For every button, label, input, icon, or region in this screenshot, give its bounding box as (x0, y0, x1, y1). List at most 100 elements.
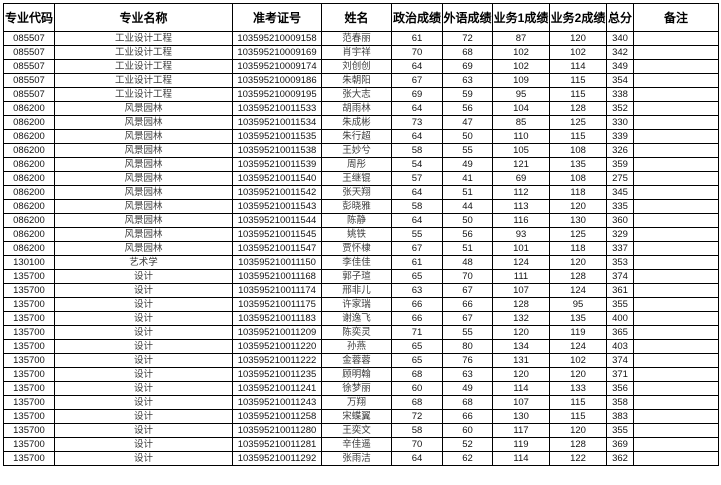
cell-remark (633, 115, 719, 130)
cell-major_code: 135700 (3, 395, 55, 410)
table-body: 085507 工业设计工程 103595210009158 范春丽 61 72 87 120 3… (3, 31, 719, 466)
cell-major1: 111 (492, 269, 550, 284)
cell-politics: 64 (391, 213, 443, 228)
cell-politics: 64 (391, 129, 443, 144)
cell-ticket_no: 103595210011535 (232, 129, 322, 144)
cell-remark (633, 325, 719, 340)
cell-foreign_lang: 55 (442, 325, 493, 340)
cell-major_code: 135700 (3, 283, 55, 298)
cell-foreign_lang: 56 (442, 227, 493, 242)
cell-major2: 108 (549, 171, 607, 186)
cell-name: 周彤 (321, 157, 392, 172)
cell-total: 355 (606, 297, 634, 312)
cell-major_code: 135700 (3, 297, 55, 312)
cell-foreign_lang: 44 (442, 199, 493, 214)
cell-politics: 66 (391, 311, 443, 326)
cell-name: 邢非儿 (321, 283, 392, 298)
cell-name: 朱成彬 (321, 115, 392, 130)
cell-major_name: 艺术学 (54, 255, 233, 270)
cell-total: 383 (606, 409, 634, 424)
cell-foreign_lang: 48 (442, 255, 493, 270)
cell-foreign_lang: 63 (442, 367, 493, 382)
cell-politics: 69 (391, 87, 443, 102)
cell-total: 360 (606, 213, 634, 228)
cell-total: 355 (606, 423, 634, 438)
cell-remark (633, 339, 719, 354)
cell-major1: 69 (492, 171, 550, 186)
cell-politics: 60 (391, 381, 443, 396)
header-total: 总分 (606, 3, 634, 32)
cell-foreign_lang: 47 (442, 115, 493, 130)
cell-politics: 64 (391, 101, 443, 116)
cell-foreign_lang: 59 (442, 87, 493, 102)
cell-ticket_no: 103595210011542 (232, 185, 322, 200)
cell-major1: 113 (492, 199, 550, 214)
cell-total: 361 (606, 283, 634, 298)
cell-major1: 87 (492, 31, 550, 46)
cell-politics: 58 (391, 423, 443, 438)
cell-total: 337 (606, 241, 634, 256)
cell-major_code: 130100 (3, 255, 55, 270)
cell-major_code: 086200 (3, 185, 55, 200)
cell-major1: 120 (492, 325, 550, 340)
cell-major_code: 135700 (3, 409, 55, 424)
cell-remark (633, 171, 719, 186)
cell-name: 刘创创 (321, 59, 392, 74)
cell-foreign_lang: 56 (442, 101, 493, 116)
cell-major_code: 085507 (3, 31, 55, 46)
cell-name: 朱行超 (321, 129, 392, 144)
cell-name: 谢逸飞 (321, 311, 392, 326)
cell-major_name: 风景园林 (54, 241, 233, 256)
cell-name: 姚铁 (321, 227, 392, 242)
cell-foreign_lang: 76 (442, 353, 493, 368)
cell-major2: 118 (549, 241, 607, 256)
cell-name: 孙燕 (321, 339, 392, 354)
cell-major_name: 风景园林 (54, 115, 233, 130)
cell-politics: 58 (391, 143, 443, 158)
cell-major1: 120 (492, 367, 550, 382)
cell-name: 金蓉蓉 (321, 353, 392, 368)
cell-politics: 64 (391, 185, 443, 200)
cell-name: 张雨洁 (321, 451, 392, 466)
table-row: 086200 风景园林 103595210011539 周彤 54 49 121 135 359 (3, 157, 719, 172)
cell-ticket_no: 103595210011292 (232, 451, 322, 466)
cell-major_name: 设计 (54, 395, 233, 410)
cell-major1: 112 (492, 185, 550, 200)
cell-foreign_lang: 60 (442, 423, 493, 438)
cell-major2: 119 (549, 325, 607, 340)
cell-major_code: 086200 (3, 115, 55, 130)
cell-major2: 125 (549, 115, 607, 130)
table-row: 135700 设计 103595210011258 宋蝶翼 72 66 130 115 383 (3, 409, 719, 424)
cell-total: 371 (606, 367, 634, 382)
cell-total: 354 (606, 73, 634, 88)
cell-ticket_no: 103595210011281 (232, 437, 322, 452)
cell-ticket_no: 103595210011235 (232, 367, 322, 382)
cell-politics: 58 (391, 199, 443, 214)
cell-foreign_lang: 69 (442, 59, 493, 74)
cell-remark (633, 409, 719, 424)
cell-politics: 66 (391, 297, 443, 312)
table-header: 专业代码 专业名称 准考证号 姓名 政治成绩 外语成绩 业务1成绩 业务2成绩 总分 备注 (3, 3, 719, 32)
cell-remark (633, 31, 719, 46)
cell-total: 353 (606, 255, 634, 270)
table-row: 135700 设计 103595210011235 顾明翰 68 63 120 120 371 (3, 367, 719, 382)
cell-name: 张大志 (321, 87, 392, 102)
table-row: 086200 风景园林 103595210011545 姚铁 55 56 93 125 329 (3, 227, 719, 242)
cell-total: 403 (606, 339, 634, 354)
cell-major_code: 135700 (3, 451, 55, 466)
cell-major_code: 135700 (3, 367, 55, 382)
cell-major_code: 135700 (3, 269, 55, 284)
cell-major1: 107 (492, 395, 550, 410)
table-row: 085507 工业设计工程 103595210009158 范春丽 61 72 87 120 3… (3, 31, 719, 46)
header-major1: 业务1成绩 (492, 3, 550, 32)
table-row: 135700 设计 103595210011280 王奕文 58 60 117 120 355 (3, 423, 719, 438)
cell-foreign_lang: 66 (442, 297, 493, 312)
cell-name: 李佳佳 (321, 255, 392, 270)
cell-remark (633, 157, 719, 172)
cell-major_code: 135700 (3, 339, 55, 354)
cell-major1: 93 (492, 227, 550, 242)
cell-major_code: 086200 (3, 129, 55, 144)
header-major_code: 专业代码 (3, 3, 55, 32)
cell-politics: 65 (391, 269, 443, 284)
cell-ticket_no: 103595210011209 (232, 325, 322, 340)
